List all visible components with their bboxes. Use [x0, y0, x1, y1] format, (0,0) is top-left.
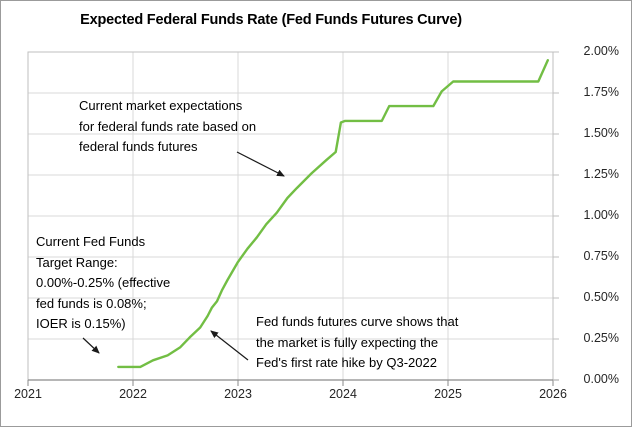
x-axis-tick-label: 2024: [329, 387, 357, 401]
axes: [27, 51, 559, 386]
x-axis-tick-label: 2022: [119, 387, 147, 401]
annotation-line: Target Range:: [36, 254, 118, 270]
annotation-market-expectations: Current market expectations for federal …: [79, 96, 256, 158]
y-axis-tick-label: 1.00%: [583, 208, 619, 222]
arrow-target-range: [82, 337, 100, 354]
annotation-line: for federal funds rate based on: [79, 118, 257, 134]
y-axis-tick-label: 1.25%: [583, 167, 619, 181]
arrow-market-expectations: [236, 151, 285, 177]
y-axis-tick-label: 1.50%: [583, 126, 619, 140]
x-axis-tick-label: 2021: [14, 387, 42, 401]
annotation-line: federal funds futures: [79, 139, 198, 154]
y-axis-tick-label: 0.00%: [583, 372, 619, 386]
annotation-target-range: Current Fed Funds Target Range: 0.00%-0.…: [36, 232, 170, 335]
annotation-line: Fed funds futures curve shows that: [256, 314, 459, 329]
annotation-line: fed funds is 0.08%;: [36, 295, 147, 311]
x-axis-tick-label: 2026: [539, 387, 567, 401]
gridlines: [28, 52, 553, 380]
annotation-arrows: [82, 151, 285, 361]
y-axis-tick-label: 0.50%: [583, 290, 619, 304]
annotation-line: Current market expectations: [79, 98, 243, 113]
chart-title: Expected Federal Funds Rate (Fed Funds F…: [80, 12, 462, 28]
y-axis-tick-label: 0.25%: [583, 331, 619, 345]
annotation-line: IOER is 0.15%): [36, 316, 126, 331]
x-axis-tick-label: 2025: [434, 387, 462, 401]
y-axis-tick-label: 1.75%: [583, 85, 619, 99]
annotation-line: the market is fully expecting the: [256, 334, 439, 350]
x-axis-tick-label: 2023: [224, 387, 252, 401]
annotation-line: 0.00%-0.25% (effective: [36, 275, 171, 290]
annotation-line: Current Fed Funds: [36, 234, 146, 249]
annotation-first-hike: Fed funds futures curve shows that the m…: [256, 312, 458, 374]
y-axis-tick-label: 0.75%: [583, 249, 619, 263]
annotation-line: Fed's first rate hike by Q3-2022: [256, 355, 437, 370]
y-axis-tick-label: 2.00%: [583, 44, 619, 58]
arrow-first-hike: [210, 330, 249, 361]
fed-funds-futures-line: [117, 59, 549, 369]
